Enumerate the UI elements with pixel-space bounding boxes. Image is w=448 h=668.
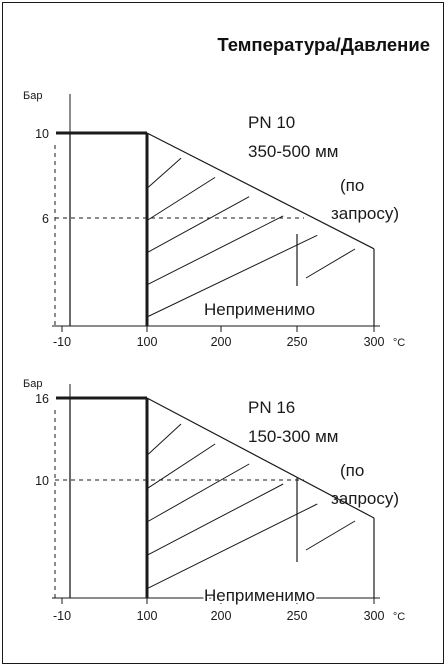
- hatch-line: [146, 196, 250, 254]
- x-tick-label: 300: [364, 609, 385, 623]
- x-tick-label: 300: [364, 335, 385, 349]
- on-request-label-2: запросу): [331, 204, 399, 223]
- x-tick-label: 100: [137, 609, 158, 623]
- hatch-line: [146, 157, 182, 189]
- hatch-line: [146, 463, 250, 523]
- y-tick-label: 10: [35, 474, 49, 488]
- hatch-line: [146, 443, 216, 490]
- not-applicable-label: Неприменимо: [204, 586, 315, 605]
- x-tick-label: 250: [287, 609, 308, 623]
- page-title: Температура/Давление: [217, 34, 430, 55]
- on-request-label-2: запросу): [331, 489, 399, 508]
- on-request-label-1: (по: [340, 461, 364, 480]
- x-tick-label: -10: [53, 609, 71, 623]
- x-unit-label: °C: [393, 337, 405, 349]
- hatch-line: [146, 503, 318, 590]
- on-request-pointer: [305, 248, 356, 279]
- hatch-line: [146, 234, 318, 318]
- x-tick-label: -10: [53, 335, 71, 349]
- x-tick-label: 100: [137, 335, 158, 349]
- y-tick-label: 16: [35, 392, 49, 406]
- hatch-line: [146, 215, 284, 286]
- y-tick-label: 10: [35, 127, 49, 141]
- hatch-line: [146, 423, 182, 456]
- hatch-line: [146, 483, 284, 556]
- y-axis-label: Бар: [23, 90, 42, 102]
- x-tick-label: 200: [211, 609, 232, 623]
- pn-label: PN 10: [248, 113, 295, 132]
- hatch-line: [146, 176, 216, 221]
- x-unit-label: °C: [393, 611, 405, 623]
- on-request-label-1: (по: [340, 176, 364, 195]
- not-applicable-label: Неприменимо: [204, 300, 315, 319]
- pressure-limit-line: [146, 397, 375, 519]
- x-tick-label: 200: [211, 335, 232, 349]
- pressure-limit-line: [146, 132, 375, 250]
- y-axis-label: Бар: [23, 378, 42, 390]
- pn-label: PN 16: [248, 398, 295, 417]
- y-tick-label: 6: [42, 212, 49, 226]
- size-label: 150-300 мм: [248, 427, 339, 446]
- page-frame: [2, 2, 444, 664]
- x-tick-label: 250: [287, 335, 308, 349]
- on-request-pointer: [305, 520, 356, 551]
- size-label: 350-500 мм: [248, 142, 339, 161]
